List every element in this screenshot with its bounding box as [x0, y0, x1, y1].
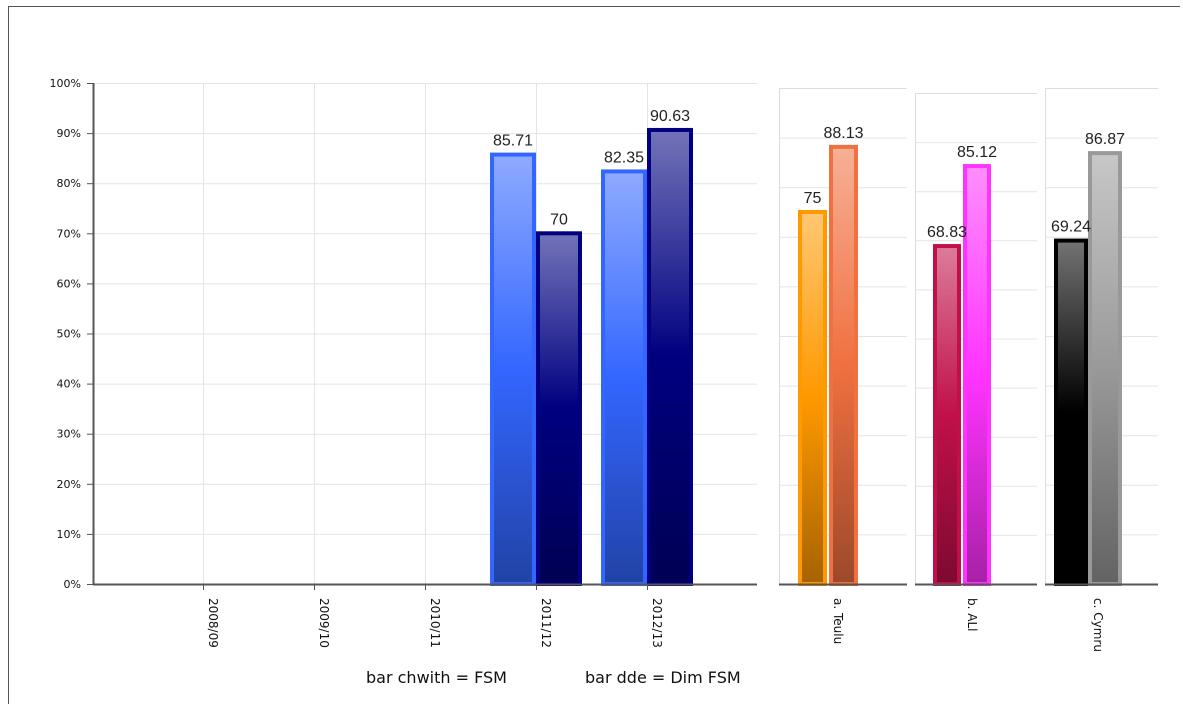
- y-tick-label: 20%: [57, 478, 81, 491]
- bar-a-Teulu-s1: [798, 210, 827, 586]
- bar-2012-13-s2: [647, 127, 693, 586]
- y-tick-label: 60%: [57, 277, 81, 290]
- bar-2011-12-s2: [536, 231, 582, 587]
- category-label: c. Cymru: [1091, 598, 1105, 652]
- legend-fsm: bar chwith = FSM: [366, 668, 507, 687]
- axes: 2008/09 2009/10 2010/11 2011/12 2012/13 0% 10%…: [50, 77, 1158, 652]
- labels: 85.71 70 82.35 90.63 75 88.13 68.83 85.12 69.24 8…: [493, 108, 1125, 241]
- y-tick-label: 0%: [64, 578, 81, 591]
- y-tick-label: 80%: [57, 177, 81, 190]
- category-label: 2012/13: [650, 598, 664, 648]
- y-tick-label: 40%: [57, 378, 81, 391]
- data-label: 68.83: [927, 224, 967, 241]
- data-label: 88.13: [823, 125, 863, 142]
- data-label: 85.12: [957, 144, 997, 161]
- data-label: 75: [804, 190, 822, 207]
- bar-2012-13-s1: [601, 169, 647, 586]
- y-tick-label: 50%: [57, 328, 81, 341]
- bar-b-ALl-s2: [963, 164, 991, 587]
- data-label: 85.71: [493, 133, 533, 150]
- data-label: 70: [550, 211, 568, 228]
- bar-b-ALl-s1: [933, 244, 961, 586]
- y-tick-label: 90%: [57, 127, 81, 140]
- bar-2011-12-s1: [490, 152, 536, 586]
- category-label: a. Teulu: [831, 598, 845, 644]
- bar-c-Cymru-s2: [1088, 151, 1122, 587]
- data-label: 69.24: [1051, 219, 1091, 236]
- category-label: 2011/12: [539, 598, 553, 648]
- bar-a-Teulu-s2: [829, 144, 858, 586]
- y-tick-label: 100%: [50, 77, 81, 90]
- y-tick-label: 10%: [57, 528, 81, 541]
- legend-non-fsm: bar dde = Dim FSM: [585, 668, 741, 687]
- category-label: 2008/09: [206, 598, 220, 648]
- data-label: 90.63: [650, 108, 690, 125]
- data-label: 82.35: [604, 149, 644, 166]
- chart-frame: [8, 6, 1180, 704]
- y-tick-label: 30%: [57, 428, 81, 441]
- category-label: 2009/10: [317, 598, 331, 648]
- bars: [490, 127, 1122, 587]
- y-tick-label: 70%: [57, 227, 81, 240]
- bar-c-Cymru-s1: [1054, 238, 1088, 586]
- category-label: 2010/11: [428, 598, 442, 648]
- category-label: b. ALl: [965, 598, 979, 631]
- data-label: 86.87: [1085, 131, 1125, 148]
